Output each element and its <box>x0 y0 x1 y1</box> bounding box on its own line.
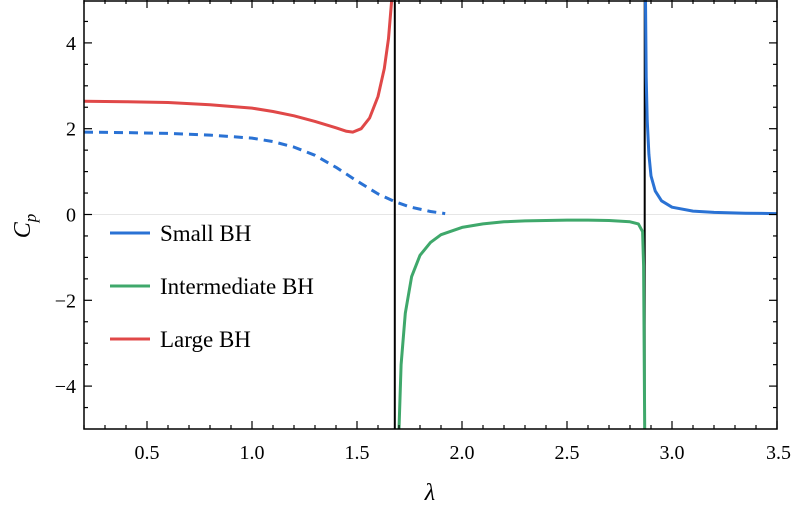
y-tick-label: 2 <box>66 119 76 141</box>
legend-label: Large BH <box>160 327 251 352</box>
x-tick-label: 3.0 <box>660 442 685 464</box>
series-line-2 <box>84 130 446 216</box>
x-tick-label: 1.0 <box>240 442 265 464</box>
x-tick-label: 2.0 <box>450 442 475 464</box>
legend: Small BH Intermediate BH Large BH <box>110 221 314 352</box>
y-tick-label: 0 <box>66 205 76 227</box>
series-line-4 <box>84 0 394 134</box>
y-axis-label-main: C <box>10 221 36 238</box>
x-tick-label: 3.5 <box>766 442 791 464</box>
axes-layer: 0.5 1.0 1.5 2.0 2.5 3.0 3.5 −4 −2 0 2 4 <box>55 0 791 464</box>
y-axis-label-sub: p <box>21 214 40 224</box>
y-tick-label: −2 <box>55 290 76 312</box>
y-tick-label: −4 <box>55 376 76 398</box>
x-tick-label: 0.5 <box>135 442 160 464</box>
plot-layer <box>84 0 777 429</box>
x-axis-label: λ <box>424 480 435 506</box>
legend-label: Intermediate BH <box>160 274 314 299</box>
y-tick-label: 4 <box>66 33 76 55</box>
series-line-1 <box>644 0 777 216</box>
series-line-3 <box>397 218 647 429</box>
x-tick-label: 1.5 <box>345 442 370 464</box>
y-axis-label: Cp <box>10 214 40 239</box>
legend-label: Small BH <box>160 221 251 246</box>
x-tick-label: 2.5 <box>555 442 580 464</box>
